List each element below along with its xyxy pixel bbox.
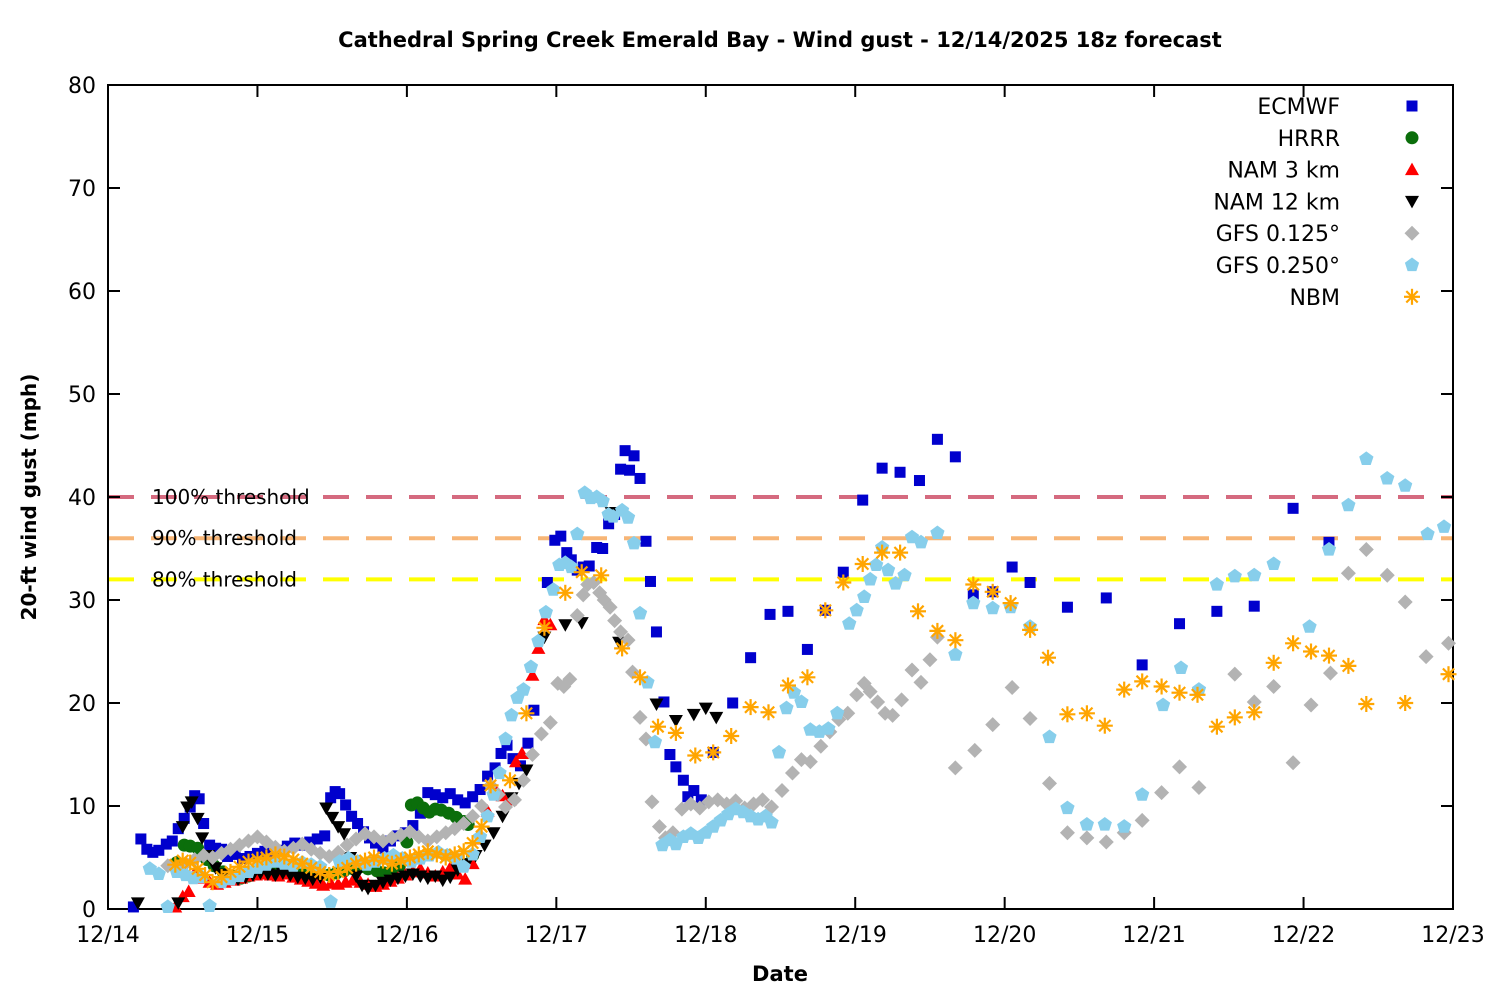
series-GFS-0-125- [160, 542, 1457, 876]
x-tick-label-12/23: 12/23 [1421, 923, 1484, 948]
legend-marker-pentagon-icon [1404, 257, 1420, 272]
legend-marker-square-icon [1406, 100, 1418, 112]
y-tick-label-70: 70 [68, 177, 96, 202]
threshold-label-32: 80% threshold [152, 567, 297, 591]
x-tick-label-12/21: 12/21 [1122, 923, 1185, 948]
y-tick-label-10: 10 [68, 795, 96, 820]
y-tick-label-50: 50 [68, 383, 96, 408]
x-tick-label-12/14: 12/14 [76, 923, 139, 948]
y-tick-label-60: 60 [68, 280, 96, 305]
legend [1404, 100, 1420, 305]
x-tick-label-12/18: 12/18 [674, 923, 737, 948]
x-tick-label-12/22: 12/22 [1272, 923, 1335, 948]
series-GFS-0-250- [142, 451, 1452, 913]
series-ECMWF [127, 433, 1335, 913]
x-axis-label: Date [752, 962, 808, 986]
axis-ticks [107, 84, 1454, 910]
threshold-label-40: 100% threshold [152, 485, 310, 509]
y-tick-label-40: 40 [68, 486, 96, 511]
series-NBM [167, 544, 1457, 891]
legend-marker-circle-icon [1405, 131, 1419, 145]
threshold-lines [108, 495, 1453, 582]
x-tick-label-12/16: 12/16 [375, 923, 438, 948]
x-tick-label-12/19: 12/19 [824, 923, 887, 948]
chart-title: Cathedral Spring Creek Emerald Bay - Win… [338, 28, 1222, 52]
legend-marker-asterisk-icon [1404, 288, 1420, 305]
y-tick-label-0: 0 [82, 898, 96, 923]
y-tick-label-80: 80 [68, 74, 96, 99]
legend-marker-triangle-down-icon [1405, 195, 1419, 209]
legend-label-GFS-0-250-: GFS 0.250° [1216, 254, 1340, 279]
y-tick-label-20: 20 [68, 692, 96, 717]
legend-marker-triangle-up-icon [1405, 162, 1419, 176]
x-tick-label-12/15: 12/15 [226, 923, 289, 948]
legend-label-NBM: NBM [1289, 286, 1340, 311]
legend-label-GFS-0-125-: GFS 0.125° [1216, 222, 1340, 247]
y-tick-label-30: 30 [68, 589, 96, 614]
legend-marker-diamond-icon [1404, 225, 1420, 241]
legend-label-ECMWF: ECMWF [1257, 95, 1340, 120]
threshold-label-36: 90% threshold [152, 526, 297, 550]
legend-label-HRRR: HRRR [1278, 127, 1340, 152]
legend-label-NAM-3-km: NAM 3 km [1227, 159, 1340, 184]
x-tick-label-12/17: 12/17 [525, 923, 588, 948]
x-tick-label-12/20: 12/20 [973, 923, 1036, 948]
legend-label-NAM-12-km: NAM 12 km [1213, 190, 1340, 215]
